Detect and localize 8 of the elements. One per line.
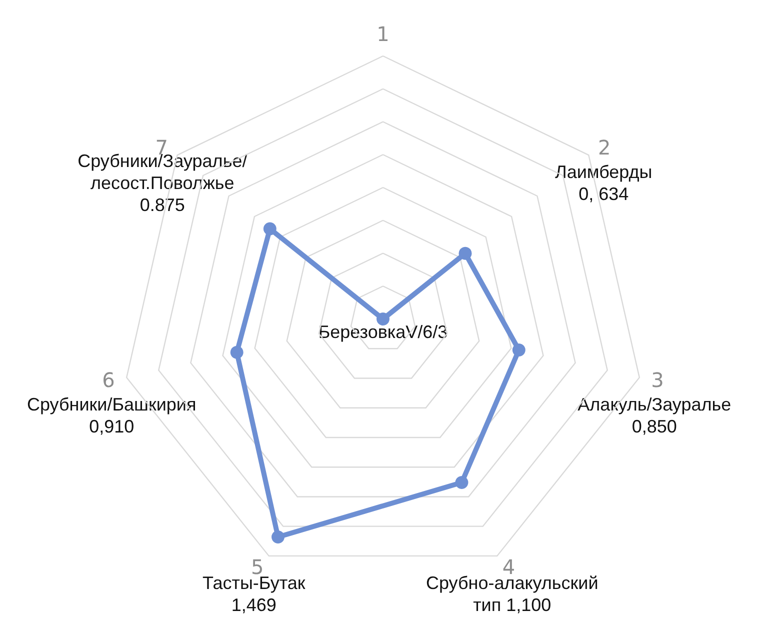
text: Срубники/Башкирия 0,910 [26,394,196,437]
text: Алакуль/Зауралье 0,850 [578,394,732,437]
spoke-label: 6 [102,368,115,392]
text: Лаимберды 0, 634 [555,162,652,204]
text: БерезовкаV/6/3 [318,322,448,342]
spoke-label: 1 [376,22,390,46]
spoke-label: 3 [651,368,664,392]
spoke-label: 2 [598,136,611,160]
